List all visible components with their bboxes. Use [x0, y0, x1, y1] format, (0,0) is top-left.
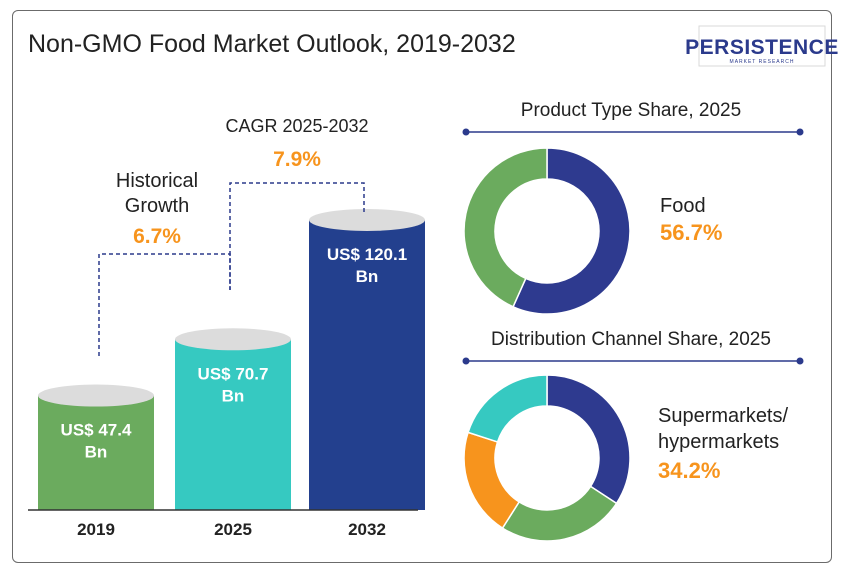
bar-value-label-unit: Bn — [222, 386, 245, 405]
chart-title: Non-GMO Food Market Outlook, 2019-2032 — [28, 30, 516, 58]
historical-label-line2: Growth — [125, 195, 189, 217]
historical-label-line1: Historical — [116, 170, 198, 192]
cagr-label: CAGR 2025-2032 — [225, 116, 368, 136]
bar-value-label: US$ 47.4 — [61, 421, 132, 440]
cagr-connector — [229, 182, 365, 290]
product-callout-label: Food — [660, 195, 706, 217]
distribution-callout-value: 34.2% — [658, 458, 720, 483]
logo-subtext: MARKET RESEARCH — [730, 59, 795, 65]
historical-growth-value: 6.7% — [133, 225, 181, 248]
bar-value-label-unit: Bn — [85, 443, 108, 462]
donut-slice — [512, 147, 631, 315]
x-tick-label: 2019 — [77, 520, 115, 539]
x-tick-label: 2032 — [348, 520, 386, 539]
donut-slice — [546, 374, 631, 505]
product-type-title: Product Type Share, 2025 — [521, 100, 741, 121]
product-type-donut — [463, 147, 631, 315]
bar-2025 — [175, 339, 291, 510]
bar-top-2032 — [309, 209, 425, 231]
donut-slice — [501, 485, 618, 542]
rule-dot-right — [796, 128, 804, 136]
rule-dot-left — [462, 357, 470, 365]
bar-2019 — [38, 395, 154, 510]
bar-value-label: US$ 120.1 — [327, 245, 407, 264]
bar-2032 — [309, 220, 425, 510]
logo-text: PERSISTENCE — [685, 36, 839, 59]
bar-value-label: US$ 70.7 — [198, 364, 269, 383]
distribution-callout-label-2: hypermarkets — [658, 431, 779, 453]
bar-value-label-unit: Bn — [356, 267, 379, 286]
cagr-value: 7.9% — [273, 148, 321, 171]
donut-slice — [463, 147, 548, 308]
distribution-channel-title: Distribution Channel Share, 2025 — [491, 329, 771, 350]
distribution-channel-donut — [463, 374, 631, 542]
x-tick-label: 2025 — [214, 520, 252, 539]
persistence-logo: PERSISTENCE MARKET RESEARCH — [685, 25, 839, 67]
bar-chart: US$ 47.4 Bn 2019 US$ 70.7 Bn 2025 US$ 120.1 Bn 2… — [38, 209, 425, 539]
bar-top-2025 — [175, 328, 291, 351]
rule-dot-right — [796, 357, 804, 365]
distribution-callout-label-1: Supermarkets/ — [658, 405, 788, 427]
donut-slice — [467, 374, 548, 443]
bar-top-2019 — [38, 384, 154, 407]
historical-connector — [98, 253, 231, 356]
donut-slice — [463, 431, 521, 530]
rule-dot-left — [462, 128, 470, 136]
product-callout-value: 56.7% — [660, 220, 722, 245]
